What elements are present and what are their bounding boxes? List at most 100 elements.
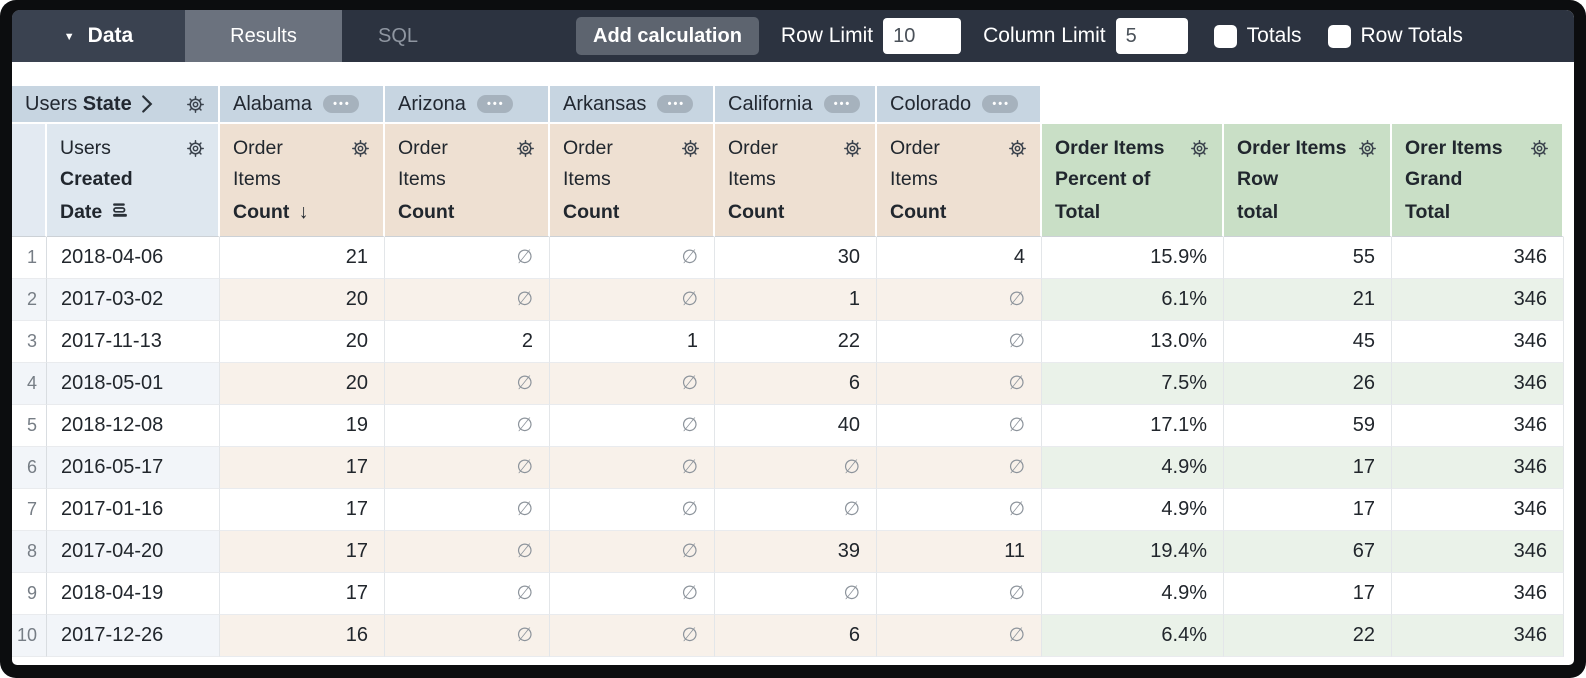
add-calculation-button[interactable]: Add calculation	[576, 17, 759, 55]
count-cell[interactable]: 1	[550, 321, 716, 363]
count-cell[interactable]: 20	[220, 279, 386, 321]
date-cell[interactable]: 2018-04-06	[47, 237, 221, 279]
count-cell[interactable]: 21	[220, 237, 386, 279]
percent-of-total-cell[interactable]: 4.9%	[1042, 447, 1225, 489]
row-total-cell[interactable]: 26	[1224, 363, 1393, 405]
measure-header[interactable]: Order Items Count	[877, 124, 1043, 237]
row-total-cell[interactable]: 17	[1224, 447, 1393, 489]
ellipsis-icon[interactable]: •••	[823, 95, 860, 113]
tab-sql[interactable]: SQL	[377, 24, 419, 47]
chevron-right-icon[interactable]	[140, 94, 154, 114]
measure-header[interactable]: Order Items Count	[385, 124, 551, 237]
pivot-value-header[interactable]: Arkansas •••	[550, 86, 716, 124]
date-cell[interactable]: 2017-03-02	[47, 279, 221, 321]
date-cell[interactable]: 2018-12-08	[47, 405, 221, 447]
row-total-cell[interactable]: 17	[1224, 489, 1393, 531]
percent-of-total-cell[interactable]: 4.9%	[1042, 489, 1225, 531]
row-total-header[interactable]: Order Items Row total	[1224, 124, 1393, 237]
count-cell[interactable]: 2	[385, 321, 551, 363]
date-cell[interactable]: 2017-04-20	[47, 531, 221, 573]
count-cell[interactable]: 20	[220, 363, 386, 405]
percent-of-total-cell[interactable]: 17.1%	[1042, 405, 1225, 447]
percent-of-total-cell[interactable]: 15.9%	[1042, 237, 1225, 279]
count-cell[interactable]: 20	[220, 321, 386, 363]
ellipsis-icon[interactable]: •••	[476, 95, 513, 113]
row-total-cell[interactable]: 67	[1224, 531, 1393, 573]
totals-checkbox[interactable]	[1213, 24, 1237, 48]
gear-icon[interactable]	[185, 94, 206, 115]
date-cell[interactable]: 2016-05-17	[47, 447, 221, 489]
count-cell[interactable]: 17	[220, 573, 386, 615]
gear-icon[interactable]	[680, 138, 701, 159]
count-cell[interactable]: 17	[220, 447, 386, 489]
grand-total-cell[interactable]: 346	[1392, 321, 1564, 363]
count-cell[interactable]: 6	[715, 363, 878, 405]
row-limit-input[interactable]	[883, 18, 962, 54]
ellipsis-icon[interactable]: •••	[657, 95, 694, 113]
grand-total-cell[interactable]: 346	[1392, 363, 1564, 405]
gear-icon[interactable]	[1007, 138, 1028, 159]
row-total-cell[interactable]: 22	[1224, 615, 1393, 657]
pivot-dimension-header[interactable]: Users State	[12, 86, 221, 124]
grand-total-cell[interactable]: 346	[1392, 279, 1564, 321]
grand-total-header[interactable]: Orer Items Grand Total	[1392, 124, 1564, 237]
grand-total-cell[interactable]: 346	[1392, 573, 1564, 615]
gear-icon[interactable]	[185, 138, 206, 159]
measure-header[interactable]: Order Items Count	[550, 124, 716, 237]
row-dimension-header[interactable]: Users Created Date	[47, 124, 221, 237]
percent-of-total-cell[interactable]: 7.5%	[1042, 363, 1225, 405]
date-cell[interactable]: 2018-04-19	[47, 573, 221, 615]
grand-total-cell[interactable]: 346	[1392, 489, 1564, 531]
data-menu[interactable]: ▼ Data	[12, 10, 185, 62]
pivot-value-header[interactable]: Arizona •••	[385, 86, 551, 124]
tab-results[interactable]: Results	[185, 10, 342, 62]
sort-descending-icon[interactable]: ↓	[293, 201, 309, 223]
count-cell[interactable]: 16	[220, 615, 386, 657]
percent-of-total-cell[interactable]: 4.9%	[1042, 573, 1225, 615]
gear-icon[interactable]	[1529, 138, 1550, 159]
row-total-cell[interactable]: 55	[1224, 237, 1393, 279]
date-cell[interactable]: 2017-11-13	[47, 321, 221, 363]
date-granularity-icon[interactable]	[111, 202, 129, 218]
count-cell[interactable]: 6	[715, 615, 878, 657]
gear-icon[interactable]	[842, 138, 863, 159]
date-cell[interactable]: 2017-12-26	[47, 615, 221, 657]
date-cell[interactable]: 2017-01-16	[47, 489, 221, 531]
row-total-cell[interactable]: 59	[1224, 405, 1393, 447]
count-cell[interactable]: 4	[877, 237, 1043, 279]
column-limit-input[interactable]	[1115, 18, 1188, 54]
gear-icon[interactable]	[350, 138, 371, 159]
count-cell[interactable]: 17	[220, 489, 386, 531]
measure-header[interactable]: Order Items Count ↓	[220, 124, 386, 237]
row-totals-checkbox[interactable]	[1327, 24, 1351, 48]
gear-icon[interactable]	[515, 138, 536, 159]
count-cell[interactable]: 19	[220, 405, 386, 447]
count-cell[interactable]: 1	[715, 279, 878, 321]
row-total-cell[interactable]: 45	[1224, 321, 1393, 363]
count-cell[interactable]: 39	[715, 531, 878, 573]
row-total-cell[interactable]: 17	[1224, 573, 1393, 615]
ellipsis-icon[interactable]: •••	[982, 95, 1019, 113]
percent-of-total-header[interactable]: Order Items Percent of Total	[1042, 124, 1225, 237]
percent-of-total-cell[interactable]: 6.4%	[1042, 615, 1225, 657]
pivot-value-header[interactable]: California •••	[715, 86, 878, 124]
measure-header[interactable]: Order Items Count	[715, 124, 878, 237]
gear-icon[interactable]	[1189, 138, 1210, 159]
count-cell[interactable]: 11	[877, 531, 1043, 573]
count-cell[interactable]: 30	[715, 237, 878, 279]
percent-of-total-cell[interactable]: 13.0%	[1042, 321, 1225, 363]
count-cell[interactable]: 22	[715, 321, 878, 363]
grand-total-cell[interactable]: 346	[1392, 615, 1564, 657]
ellipsis-icon[interactable]: •••	[322, 95, 359, 113]
count-cell[interactable]: 40	[715, 405, 878, 447]
date-cell[interactable]: 2018-05-01	[47, 363, 221, 405]
grand-total-cell[interactable]: 346	[1392, 405, 1564, 447]
gear-icon[interactable]	[1357, 138, 1378, 159]
grand-total-cell[interactable]: 346	[1392, 531, 1564, 573]
grand-total-cell[interactable]: 346	[1392, 447, 1564, 489]
grand-total-cell[interactable]: 346	[1392, 237, 1564, 279]
row-total-cell[interactable]: 21	[1224, 279, 1393, 321]
count-cell[interactable]: 17	[220, 531, 386, 573]
pivot-value-header[interactable]: Colorado •••	[877, 86, 1043, 124]
percent-of-total-cell[interactable]: 19.4%	[1042, 531, 1225, 573]
